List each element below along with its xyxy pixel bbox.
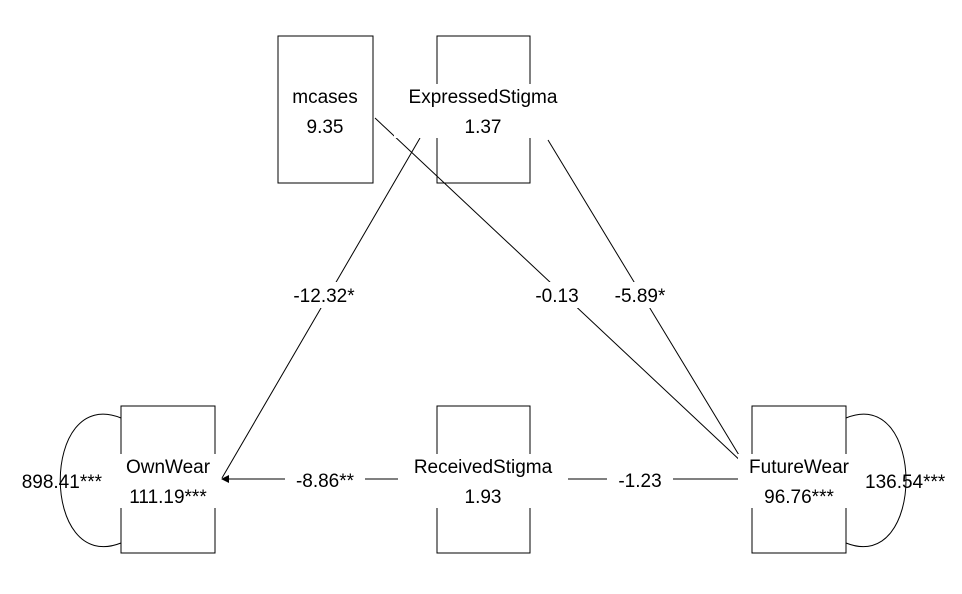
- node-label-bg-mcases: [282, 84, 370, 138]
- variance-label-own-wear: 898.41***: [22, 472, 103, 493]
- node-name-own-wear: OwnWear: [126, 457, 211, 478]
- node-name-future-wear: FutureWear: [749, 457, 850, 478]
- label-bg-expressed-ownwear: [284, 282, 364, 308]
- edge-label-mcases-futurewear: -0.13: [535, 286, 578, 307]
- label-bg-received-futurewear: [607, 466, 673, 492]
- edge-label-received-ownwear: -8.86**: [296, 471, 355, 492]
- variance-loop-future-wear: [845, 413, 907, 547]
- node-label-bg-expressed-stigma: [394, 84, 570, 138]
- node-name-mcases: mcases: [292, 87, 357, 108]
- node-label-bg-received-stigma: [398, 454, 568, 508]
- label-bg-mcases-futurewear: [527, 282, 587, 308]
- node-value-own-wear: 111.19***: [129, 487, 207, 508]
- node-name-expressed-stigma: ExpressedStigma: [409, 87, 558, 108]
- node-value-future-wear: 96.76***: [764, 487, 834, 508]
- edge-label-expressed-futurewear: -5.89*: [615, 286, 666, 307]
- node-value-expressed-stigma: 1.37: [465, 117, 502, 138]
- node-value-received-stigma: 1.93: [465, 487, 502, 508]
- edge-label-received-futurewear: -1.23: [618, 471, 661, 492]
- node-name-received-stigma: ReceivedStigma: [414, 457, 553, 478]
- node-value-mcases: 9.35: [307, 117, 344, 138]
- label-bg-expressed-futurewear: [605, 282, 675, 308]
- variance-loop-own-wear: [59, 413, 122, 547]
- node-label-bg-own-wear: [118, 454, 220, 508]
- variance-label-future-wear: 136.54***: [865, 472, 946, 493]
- label-bg-received-ownwear: [285, 466, 365, 492]
- node-label-bg-future-wear: [738, 454, 860, 508]
- edge-label-expressed-ownwear: -12.32*: [293, 286, 355, 307]
